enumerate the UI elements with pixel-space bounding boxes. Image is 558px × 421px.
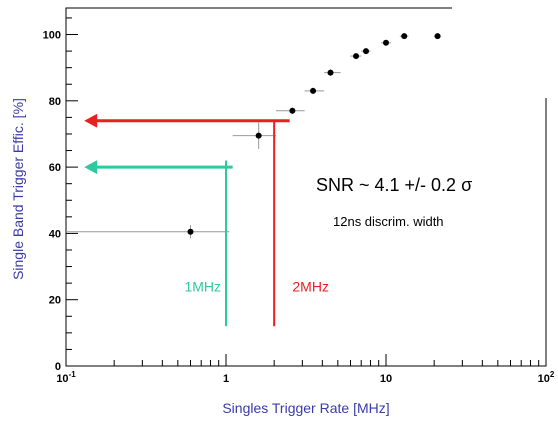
y-tick-label: 20 xyxy=(49,295,61,307)
x-tick-label: 102 xyxy=(538,370,555,385)
data-point xyxy=(380,39,391,46)
point-marker xyxy=(353,53,360,60)
y-tick-label: 100 xyxy=(43,30,61,42)
point-marker xyxy=(255,132,262,139)
data-points xyxy=(66,33,441,239)
tick-marks xyxy=(65,17,547,367)
annotation-arrowhead xyxy=(84,160,98,175)
data-point xyxy=(275,107,305,115)
data-point xyxy=(399,33,409,40)
annotation-label: 2MHz xyxy=(292,278,329,294)
data-point xyxy=(304,87,325,95)
x-tick-labels: 10-1 1 10 102 xyxy=(56,370,555,385)
data-point xyxy=(350,53,362,60)
y-tick-label: 0 xyxy=(55,361,61,373)
y-tick-label: 80 xyxy=(49,96,61,108)
point-marker xyxy=(289,107,296,114)
x-tick-label: 10-1 xyxy=(56,370,76,385)
y-tick-label: 40 xyxy=(49,228,61,240)
discrim-width-annotation: 12ns discrim. width xyxy=(333,214,444,229)
x-tick-label: 10 xyxy=(380,373,392,385)
y-tick-label: 60 xyxy=(49,162,61,174)
annotation-label: 1MHz xyxy=(184,278,221,294)
y-tick-labels: 0 20 40 60 80 100 xyxy=(43,30,61,373)
point-marker xyxy=(383,39,389,46)
snr-annotation: SNR ~ 4.1 +/- 0.2 σ xyxy=(316,175,472,195)
annotation-2mhz: 2MHz xyxy=(84,113,329,327)
point-marker xyxy=(434,33,441,40)
x-axis-title: Singles Trigger Rate [MHz] xyxy=(222,400,389,416)
point-marker xyxy=(187,228,194,235)
frame-occluder xyxy=(452,6,558,98)
data-point xyxy=(361,48,371,55)
data-point xyxy=(434,33,441,40)
x-tick-label: 1 xyxy=(223,373,229,385)
data-point xyxy=(66,225,230,239)
y-axis-title: Single Band Trigger Effic. [%] xyxy=(10,98,26,280)
rate-annotations: 1MHz 2MHz xyxy=(84,113,329,327)
data-point xyxy=(324,69,341,76)
point-marker xyxy=(310,87,317,94)
data-point xyxy=(232,122,276,149)
point-marker xyxy=(363,48,370,55)
point-marker xyxy=(327,69,334,76)
annotation-arrowhead xyxy=(84,113,98,128)
point-marker xyxy=(401,33,408,40)
annotation-1mhz: 1MHz xyxy=(84,160,233,327)
